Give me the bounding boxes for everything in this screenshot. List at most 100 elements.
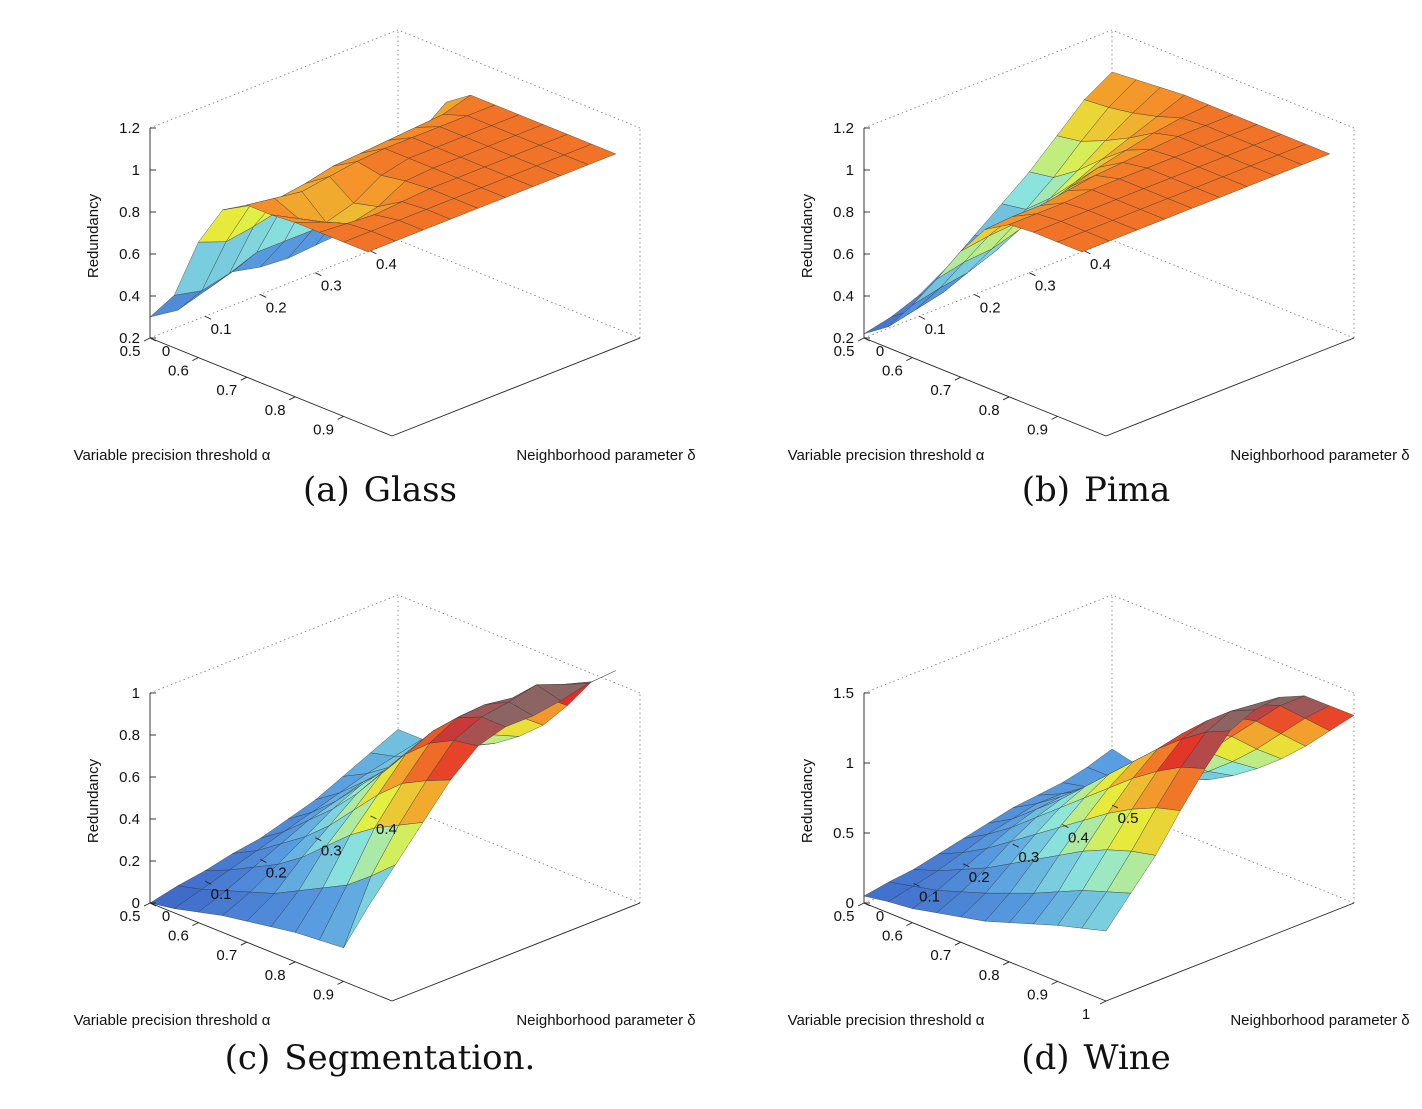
y-tick-label: 0 bbox=[876, 343, 884, 360]
z-tick-label: 1.2 bbox=[833, 120, 854, 137]
x-tick-label: 0.6 bbox=[168, 363, 189, 380]
surface-mesh bbox=[863, 71, 1331, 335]
z-axis-label: Redundancy bbox=[799, 758, 816, 843]
x-axis-label: Variable precision threshold α bbox=[788, 1012, 985, 1029]
surface-chart-1: 0.5 0.6 0.7 0.8 0.9 0 0.1 0.2 0.3 0.4 0.2 0.4 0.6 0.8… bbox=[788, 29, 1410, 464]
x-tick-label: 0.5 bbox=[120, 908, 141, 925]
z-tick-label: 0.4 bbox=[119, 811, 140, 828]
z-tick-label: 1 bbox=[846, 162, 854, 179]
z-tick-label: 1.5 bbox=[833, 685, 854, 702]
x-tick-label: 0.9 bbox=[313, 986, 334, 1003]
z-tick-label: 0 bbox=[132, 895, 140, 912]
surface-patch bbox=[1056, 230, 1111, 253]
x-tick-label: 0.8 bbox=[265, 402, 286, 419]
x-axis-line bbox=[149, 337, 393, 437]
y-tick-label: 0.1 bbox=[211, 321, 232, 338]
y-tick-label: 0.3 bbox=[321, 278, 342, 295]
z-axis-label: Redundancy bbox=[799, 193, 816, 278]
y-axis-label: Neighborhood parameter δ bbox=[1230, 1012, 1409, 1029]
y-tick-label: 0.4 bbox=[1090, 256, 1111, 273]
surface-patch bbox=[343, 864, 397, 948]
z-tick-label: 0.6 bbox=[833, 246, 854, 263]
x-tick-label: 0.7 bbox=[216, 382, 237, 399]
x-tick-label: 0.5 bbox=[834, 343, 855, 360]
surface-mesh bbox=[149, 670, 616, 949]
y-axis-line bbox=[391, 337, 641, 437]
y-tick-label: 0 bbox=[162, 908, 170, 925]
y-axis-line bbox=[1105, 902, 1355, 1002]
x-axis-label: Variable precision threshold α bbox=[74, 447, 271, 464]
z-axis-label: Redundancy bbox=[85, 193, 102, 278]
y-tick-label: 0.2 bbox=[980, 299, 1001, 316]
z-tick-label: 0.8 bbox=[119, 727, 140, 744]
surface-mesh bbox=[863, 695, 1355, 932]
y-tick-label: 0.5 bbox=[1118, 810, 1139, 827]
y-tick-label: 0 bbox=[162, 343, 170, 360]
y-tick-label: 0.2 bbox=[266, 864, 287, 881]
x-tick-label: 0.5 bbox=[120, 343, 141, 360]
y-tick-label: 0 bbox=[876, 908, 884, 925]
y-axis-label: Neighborhood parameter δ bbox=[516, 1012, 695, 1029]
surface-patch bbox=[912, 261, 965, 306]
surface-chart-0: 0.5 0.6 0.7 0.8 0.9 0 0.1 0.2 0.3 0.4 0.2 0.4 0.6 0.8… bbox=[74, 29, 696, 464]
z-tick-label: 0.4 bbox=[833, 288, 854, 305]
surface-patch bbox=[342, 230, 397, 253]
x-axis-line bbox=[149, 902, 393, 1002]
z-tick-label: 0.4 bbox=[119, 288, 140, 305]
y-axis-label: Neighborhood parameter δ bbox=[516, 447, 695, 464]
z-axis-label: Redundancy bbox=[85, 758, 102, 843]
y-tick-label: 0.3 bbox=[1035, 278, 1056, 295]
x-axis-label: Variable precision threshold α bbox=[74, 1012, 271, 1029]
y-axis-line bbox=[1105, 337, 1355, 437]
x-tick-label: 0.9 bbox=[1027, 986, 1048, 1003]
y-tick-label: 0.2 bbox=[266, 299, 287, 316]
x-tick-label: 0.9 bbox=[1027, 421, 1048, 438]
z-tick-label: 0.2 bbox=[119, 853, 140, 870]
surface-chart-3: 0.50.60.70.80.9100.10.20.30.40.500.511.5… bbox=[788, 594, 1410, 1029]
caption-wine: (d) Wine bbox=[1021, 1038, 1171, 1078]
y-tick-label: 0.2 bbox=[969, 869, 990, 886]
surface-patch bbox=[1081, 891, 1132, 932]
z-tick-label: 0.8 bbox=[833, 204, 854, 221]
x-tick-label: 0.7 bbox=[216, 947, 237, 964]
z-tick-label: 1 bbox=[132, 162, 140, 179]
x-tick-label: 0.7 bbox=[930, 947, 951, 964]
y-axis-line bbox=[391, 902, 641, 1002]
y-tick-label: 0.1 bbox=[925, 321, 946, 338]
caption-glass: (a) Glass bbox=[302, 470, 458, 510]
z-tick-label: 0.8 bbox=[119, 204, 140, 221]
x-axis-line bbox=[863, 337, 1107, 437]
caption-segmentation: (c) Segmentation. bbox=[224, 1038, 536, 1078]
x-axis-label: Variable precision threshold α bbox=[788, 447, 985, 464]
z-tick-label: 0 bbox=[846, 895, 854, 912]
y-tick-label: 0.1 bbox=[919, 888, 940, 905]
z-tick-label: 0.2 bbox=[833, 330, 854, 347]
surface-chart-2: 0.5 0.6 0.7 0.8 0.9 0 0.1 0.2 0.3 0.4 0 0.2 0.4 0.6 0.… bbox=[74, 594, 696, 1029]
z-tick-label: 1 bbox=[132, 685, 140, 702]
surface-mesh bbox=[149, 94, 617, 318]
x-tick-label: 0.8 bbox=[979, 402, 1000, 419]
y-tick-label: 0.3 bbox=[1018, 849, 1039, 866]
y-tick-label: 0.4 bbox=[376, 256, 397, 273]
caption-pima: (b) Pima bbox=[1021, 470, 1171, 510]
x-tick-label: 0.8 bbox=[979, 967, 1000, 984]
x-axis-line bbox=[863, 902, 1107, 1002]
x-tick-label: 0.7 bbox=[930, 382, 951, 399]
y-tick-label: 0.4 bbox=[1068, 830, 1089, 847]
y-tick-label: 0.4 bbox=[376, 821, 397, 838]
x-tick-label: 1 bbox=[1082, 1006, 1090, 1023]
x-tick-label: 0.6 bbox=[882, 928, 903, 945]
y-axis-label: Neighborhood parameter δ bbox=[1230, 447, 1409, 464]
z-tick-label: 0.2 bbox=[119, 330, 140, 347]
z-tick-label: 0.5 bbox=[833, 825, 854, 842]
z-tick-label: 1 bbox=[846, 755, 854, 772]
z-tick-label: 1.2 bbox=[119, 120, 140, 137]
x-tick-label: 0.8 bbox=[265, 967, 286, 984]
x-tick-label: 0.9 bbox=[313, 421, 334, 438]
z-tick-label: 0.6 bbox=[119, 769, 140, 786]
y-tick-label: 0.1 bbox=[211, 886, 232, 903]
x-tick-label: 0.6 bbox=[882, 363, 903, 380]
x-tick-label: 0.6 bbox=[168, 928, 189, 945]
z-tick-label: 0.6 bbox=[119, 246, 140, 263]
